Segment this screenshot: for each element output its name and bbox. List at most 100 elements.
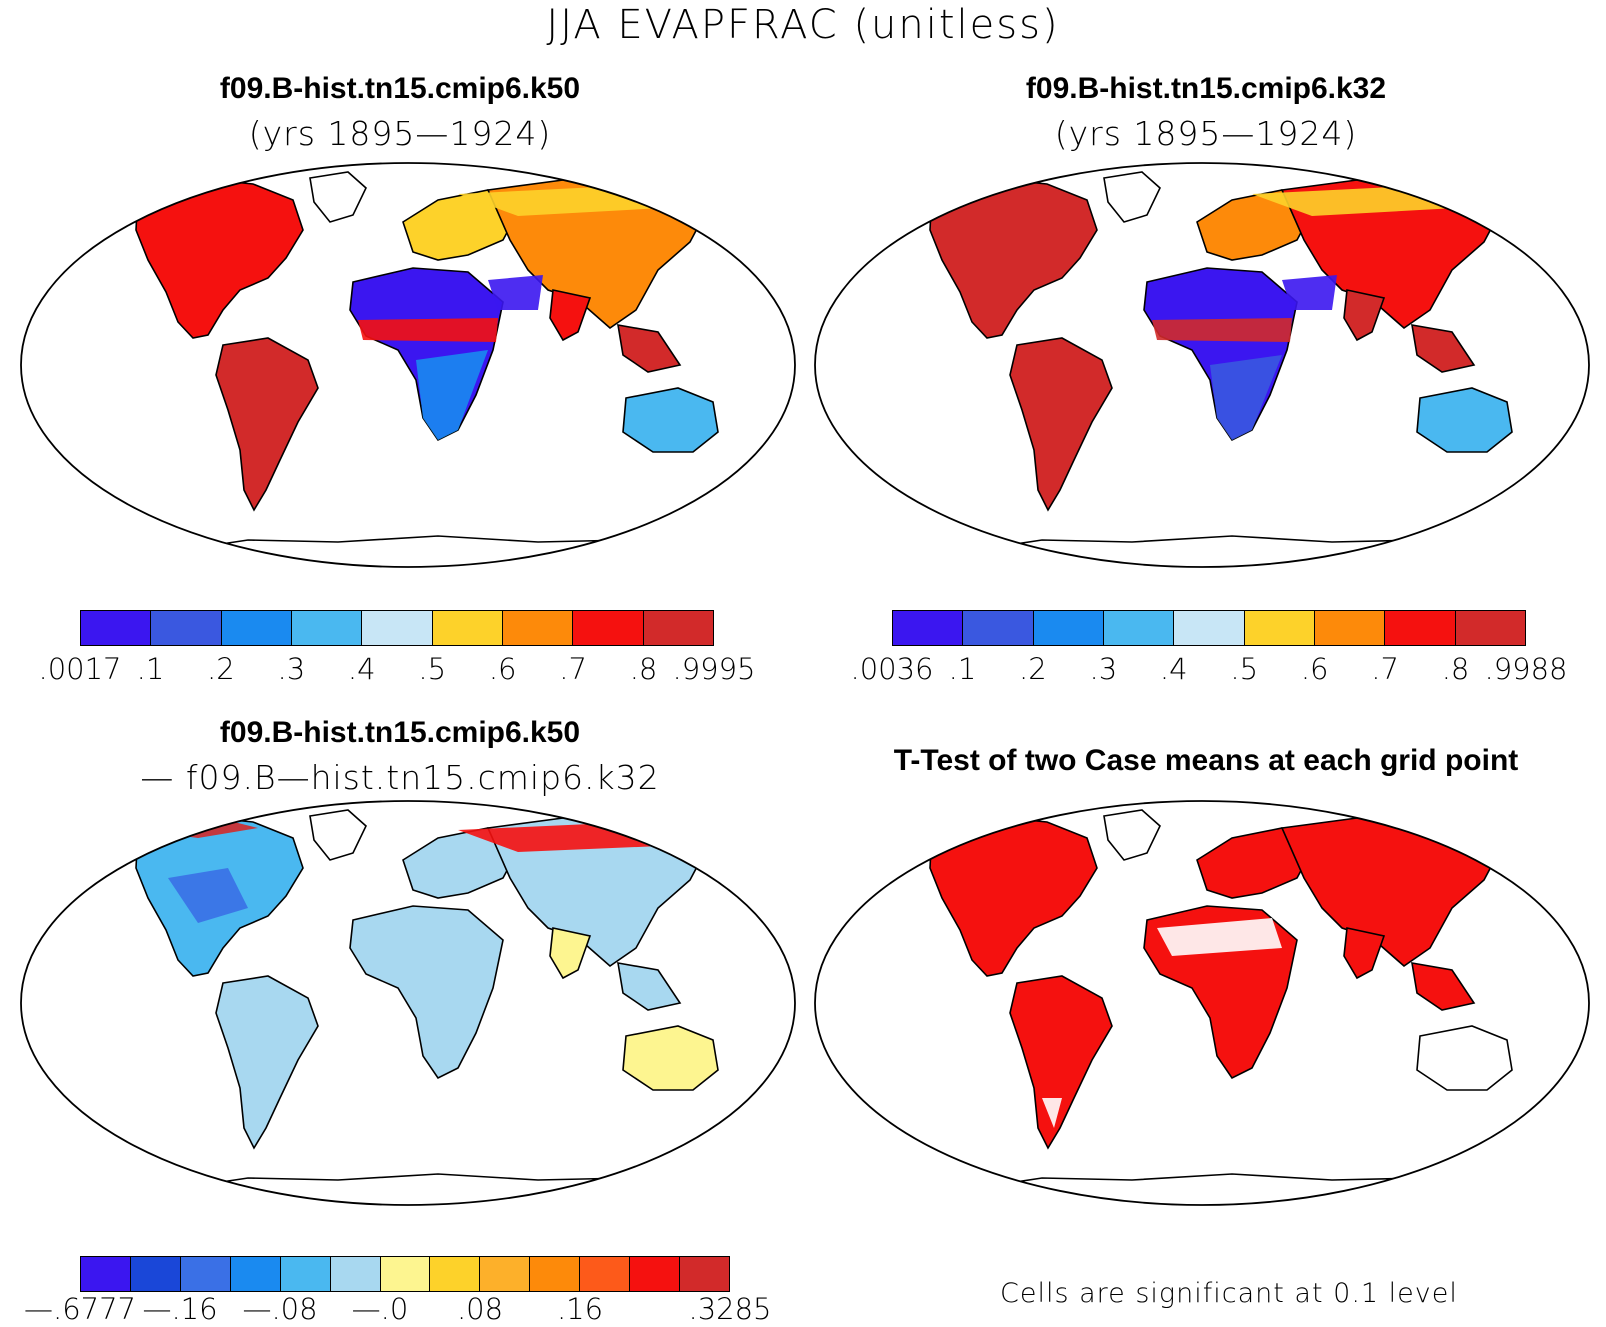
colorbar-tick-label: —.16 xyxy=(142,1292,218,1326)
figure-title: JJA EVAPFRAC (unitless) xyxy=(546,2,1060,48)
colorbar-cell xyxy=(230,1257,281,1291)
colorbar-k32-ticks: .0036 .1 .2 .3 .4 .5 .6 .7 .8 .9988 xyxy=(850,652,1567,686)
map-k50 xyxy=(20,162,796,568)
colorbar-k32 xyxy=(892,610,1526,646)
colorbar-cell xyxy=(963,611,1034,645)
colorbar-k50-ticks: .0017 .1 .2 .3 .4 .5 .6 .7 .8 .9995 xyxy=(38,652,755,686)
land-europe xyxy=(1196,189,1314,261)
region-sahara-gap xyxy=(1157,918,1282,956)
colorbar-tick-label: .3 xyxy=(277,652,306,686)
land-australia xyxy=(622,1025,719,1091)
colorbar-tick-label: .8 xyxy=(1441,652,1470,686)
map-border xyxy=(20,800,796,1206)
colorbar-cell xyxy=(480,1257,531,1291)
region-sa-gap xyxy=(1042,1098,1062,1128)
colorbar-cell xyxy=(1314,611,1386,645)
colorbar-cell xyxy=(643,611,713,645)
land-northAmerica xyxy=(135,177,304,339)
panel-diff-title: f09.B-hist.tn15.cmip6.k50 xyxy=(219,716,581,749)
colorbar-tick-label: —.0 xyxy=(351,1292,409,1326)
panel-ttest-title: T-Test of two Case means at each grid po… xyxy=(893,744,1519,777)
land-europe xyxy=(402,189,520,261)
colorbar-cell xyxy=(1385,611,1456,645)
colorbar-cell xyxy=(530,1257,581,1291)
colorbar-tick-label: .6 xyxy=(1300,652,1329,686)
land-seAsia xyxy=(617,324,682,373)
land-seAsia xyxy=(1411,324,1476,373)
map-border xyxy=(20,162,796,568)
colorbar-cell xyxy=(151,611,222,645)
colorbar-tick-label: .3 xyxy=(1089,652,1118,686)
map-diff xyxy=(20,800,796,1206)
colorbar-cell xyxy=(502,611,574,645)
land-southAmerica xyxy=(215,337,319,512)
colorbar-cell xyxy=(1103,611,1175,645)
panel-diff-subtitle: — f09.B—hist.tn15.cmip6.k32 xyxy=(140,758,660,797)
colorbar-cell xyxy=(130,1257,181,1291)
colorbar-tick-label: .9995 xyxy=(672,652,756,686)
colorbar-tick-label: .9988 xyxy=(1484,652,1568,686)
significance-note: Cells are significant at 0.1 level xyxy=(1000,1278,1458,1309)
colorbar-tick-label: —.6777 xyxy=(23,1292,137,1326)
land-greenland xyxy=(1103,809,1161,861)
land-northAmerica xyxy=(929,815,1098,977)
colorbar-tick-label: .0036 xyxy=(850,652,934,686)
colorbar-cell xyxy=(221,611,292,645)
colorbar-tick-label: .4 xyxy=(347,652,376,686)
region-arabia xyxy=(488,275,543,310)
land-europe xyxy=(1196,827,1314,899)
land-southAmerica xyxy=(1009,975,1113,1150)
colorbar-tick-label: .6 xyxy=(488,652,517,686)
map-k32 xyxy=(814,162,1590,568)
colorbar-cell xyxy=(1174,611,1245,645)
colorbar-cell xyxy=(81,611,152,645)
colorbar-cell xyxy=(291,611,363,645)
colorbar-cell xyxy=(893,611,964,645)
colorbar-tick-label: .8 xyxy=(629,652,658,686)
colorbar-cell xyxy=(330,1257,381,1291)
colorbar-cell xyxy=(180,1257,231,1291)
land-australia xyxy=(1416,1025,1513,1091)
colorbar-tick-label: .7 xyxy=(559,652,587,686)
land-india xyxy=(1343,289,1386,342)
panel-k32-title: f09.B-hist.tn15.cmip6.k32 xyxy=(1025,72,1387,105)
region-africa-south xyxy=(1210,355,1282,440)
land-greenland xyxy=(309,809,367,861)
colorbar-diff-ticks: —.6777 —.16 —.08 —.0 .08 .16 .3285 xyxy=(24,1292,772,1326)
land-seAsia xyxy=(1411,962,1476,1011)
colorbar-cell xyxy=(1033,611,1104,645)
colorbar-cell xyxy=(1244,611,1315,645)
colorbar-cell xyxy=(630,1257,681,1291)
colorbar-tick-label: .3285 xyxy=(688,1292,772,1326)
colorbar-cell xyxy=(380,1257,431,1291)
land-australia xyxy=(1416,387,1513,453)
colorbar-cell xyxy=(362,611,433,645)
colorbar-cell xyxy=(81,1257,131,1291)
land-india xyxy=(1343,927,1386,980)
colorbar-cell xyxy=(432,611,503,645)
land-australia xyxy=(622,387,719,453)
colorbar-cell xyxy=(573,611,644,645)
colorbar-tick-label: .4 xyxy=(1159,652,1188,686)
colorbar-tick-label: .7 xyxy=(1371,652,1399,686)
land-asia xyxy=(1280,815,1504,968)
colorbar-tick-label: .5 xyxy=(1230,652,1259,686)
map-border xyxy=(814,162,1590,568)
colorbar-tick-label: —.08 xyxy=(242,1292,318,1326)
colorbar-tick-label: .5 xyxy=(418,652,447,686)
colorbar-tick-label: .1 xyxy=(136,652,165,686)
panel-k50-title: f09.B-hist.tn15.cmip6.k50 xyxy=(219,72,581,105)
land-india xyxy=(549,289,592,342)
colorbar-tick-label: .1 xyxy=(948,652,977,686)
land-seAsia xyxy=(617,962,682,1011)
colorbar-cell xyxy=(680,1257,729,1291)
land-southAmerica xyxy=(1009,337,1113,512)
land-greenland xyxy=(309,171,367,223)
colorbar-tick-label: .16 xyxy=(556,1292,604,1326)
land-india xyxy=(549,927,592,980)
panel-k32-subtitle: (yrs 1895—1924) xyxy=(1054,114,1358,153)
region-sahel-band xyxy=(358,318,498,342)
map-ttest xyxy=(814,800,1590,1206)
colorbar-diff xyxy=(80,1256,730,1292)
colorbar-cell xyxy=(430,1257,481,1291)
